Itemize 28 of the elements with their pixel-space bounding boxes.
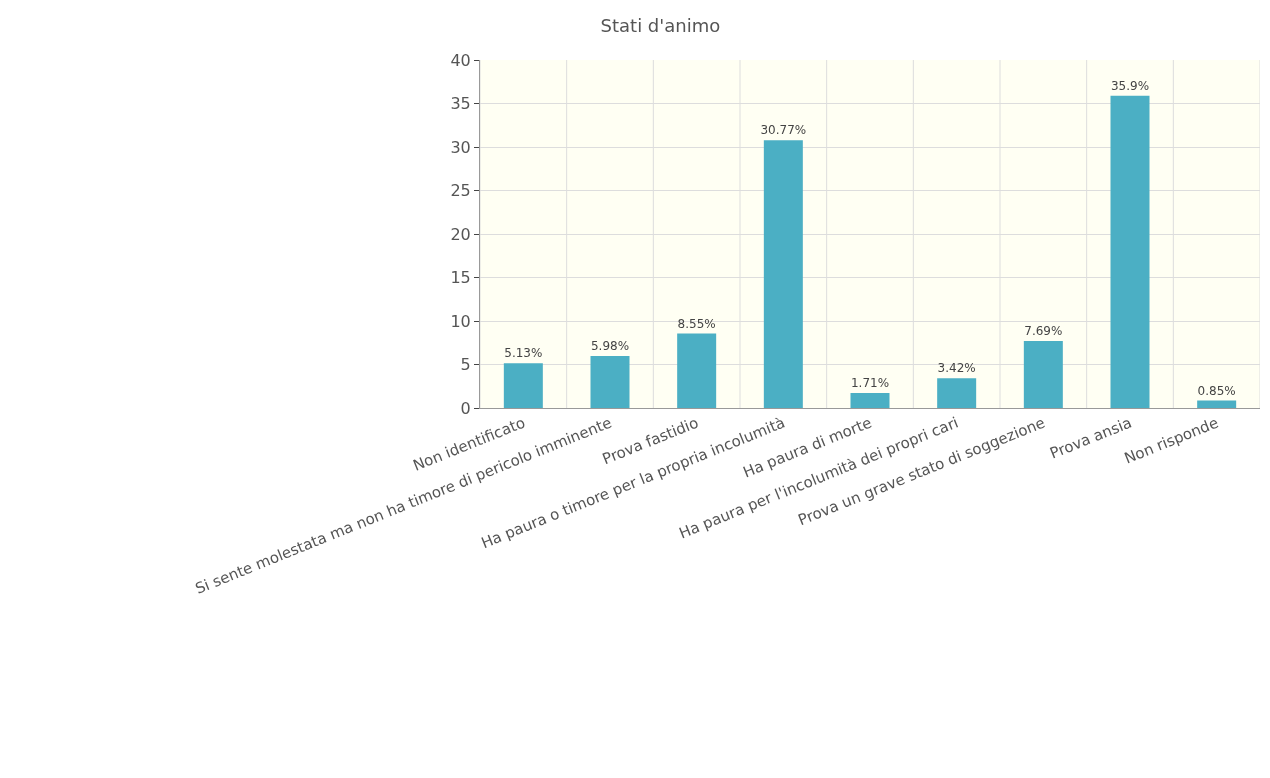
y-tick-label: 30 bbox=[450, 137, 471, 157]
data-label: 35.9% bbox=[1110, 78, 1150, 93]
bar bbox=[590, 355, 630, 408]
bar bbox=[677, 333, 717, 408]
bar bbox=[937, 378, 977, 408]
chart-title: Stati d'animo bbox=[600, 15, 721, 37]
data-label: 30.77% bbox=[760, 123, 807, 138]
data-label: 8.55% bbox=[677, 316, 716, 331]
y-tick-label: 5 bbox=[460, 355, 471, 375]
y-tick-label: 0 bbox=[460, 398, 471, 418]
data-label: 3.42% bbox=[937, 361, 976, 376]
bar bbox=[1023, 341, 1063, 408]
y-tick-label: 20 bbox=[450, 224, 471, 244]
data-label: 7.69% bbox=[1024, 324, 1063, 339]
data-label: 5.98% bbox=[590, 338, 630, 353]
y-tick-label: 25 bbox=[450, 181, 471, 201]
y-tick-label: 40 bbox=[450, 50, 471, 70]
y-tick-label: 35 bbox=[450, 94, 471, 114]
y-tick-label: 10 bbox=[450, 311, 471, 331]
bar bbox=[1110, 95, 1150, 408]
bar bbox=[763, 140, 803, 408]
bar bbox=[850, 393, 890, 408]
y-tick-label: 15 bbox=[450, 268, 471, 288]
bar bbox=[1197, 400, 1237, 408]
data-label: 0.85% bbox=[1197, 383, 1236, 398]
data-label: 5.13% bbox=[504, 346, 543, 361]
data-label: 1.71% bbox=[850, 376, 890, 391]
bar bbox=[503, 363, 543, 408]
